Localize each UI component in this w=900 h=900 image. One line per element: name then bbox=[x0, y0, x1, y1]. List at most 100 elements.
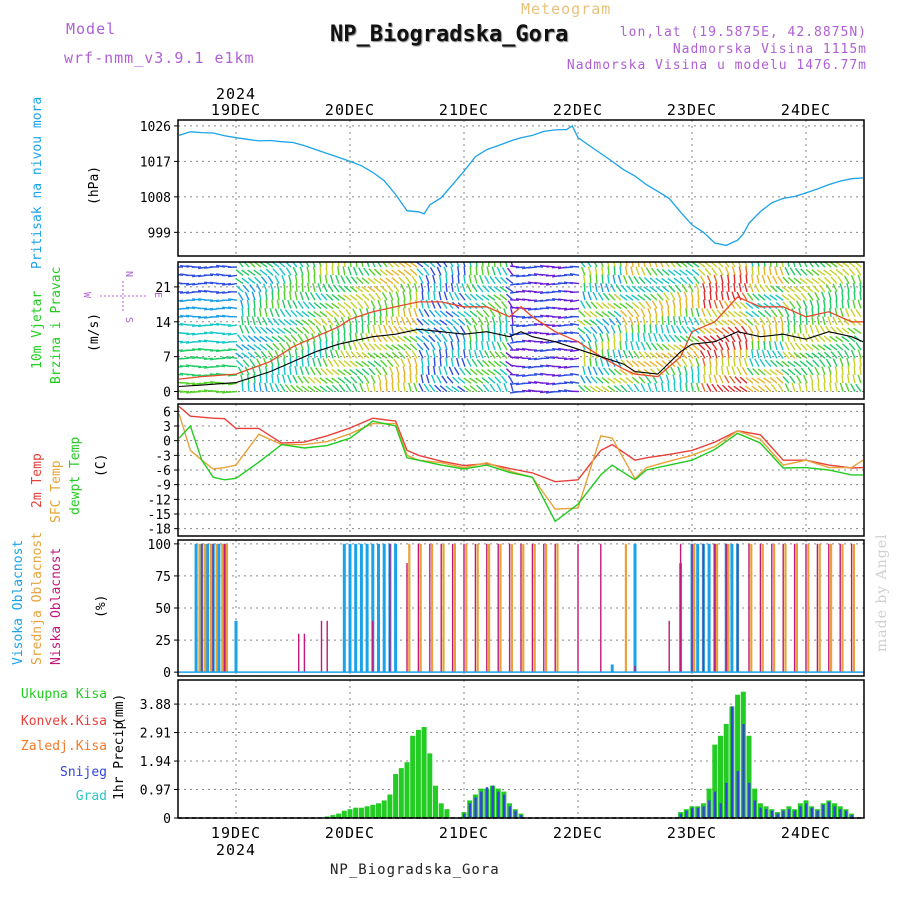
wind-barb bbox=[302, 375, 310, 384]
wind-barb bbox=[333, 316, 340, 326]
wind-barb bbox=[580, 266, 586, 276]
wind-barb bbox=[290, 309, 298, 318]
wind-barb bbox=[276, 282, 280, 293]
wind-barb bbox=[800, 268, 808, 276]
precip-snow-bar bbox=[713, 791, 717, 818]
bottom-year-label: 2024 bbox=[216, 841, 256, 859]
wind-barb bbox=[597, 366, 604, 376]
wind-barb bbox=[191, 374, 202, 377]
wind-barb bbox=[720, 365, 724, 376]
wind-barb bbox=[757, 368, 766, 376]
wind-barb bbox=[277, 318, 286, 326]
wind-barb bbox=[197, 382, 208, 385]
wind-barb bbox=[416, 342, 424, 351]
wind-barb bbox=[812, 359, 820, 368]
wind-barb bbox=[667, 352, 676, 359]
wind-barb bbox=[582, 365, 586, 376]
wind-barb bbox=[570, 373, 580, 376]
wind-barb bbox=[727, 357, 730, 367]
wind-barb bbox=[473, 324, 478, 334]
wind-barb bbox=[643, 293, 652, 301]
wind-barb bbox=[441, 375, 448, 384]
wind-barb bbox=[509, 274, 520, 277]
wind-barb bbox=[265, 374, 268, 384]
wind-barb bbox=[271, 327, 280, 334]
wind-barb bbox=[367, 286, 376, 293]
wind-barb bbox=[579, 262, 586, 268]
wind-barb bbox=[451, 274, 454, 284]
cloud-bar bbox=[342, 543, 346, 673]
cloud-bar bbox=[633, 543, 637, 673]
wind-barb bbox=[577, 327, 586, 334]
wind-barb bbox=[582, 274, 586, 284]
wind-barb bbox=[302, 326, 310, 334]
wind-barb bbox=[235, 277, 244, 285]
wind-barb bbox=[595, 301, 604, 310]
wind-barb bbox=[844, 382, 850, 392]
wind-barb bbox=[301, 310, 310, 318]
wind-barb bbox=[691, 374, 694, 384]
wind-barb bbox=[834, 382, 838, 392]
wind-barb bbox=[203, 281, 214, 285]
wind-barb bbox=[800, 343, 808, 351]
wind-barb bbox=[343, 369, 352, 376]
wind-barb bbox=[391, 351, 400, 359]
wind-barb bbox=[179, 357, 190, 360]
wind-barb bbox=[585, 300, 592, 309]
wind-barb bbox=[265, 299, 268, 309]
wind-barb bbox=[343, 332, 346, 342]
wind-barb bbox=[466, 358, 472, 367]
wind-barb bbox=[332, 284, 340, 293]
wind-barb bbox=[448, 366, 454, 376]
wind-barb bbox=[627, 275, 634, 284]
wind-barb bbox=[741, 366, 748, 376]
wind-barb bbox=[655, 285, 664, 293]
precip-snow-bar bbox=[691, 807, 694, 818]
wind-barb bbox=[475, 266, 478, 276]
wind-barb bbox=[643, 324, 646, 334]
wind-barb bbox=[469, 377, 478, 384]
wind-barb bbox=[607, 274, 610, 284]
wind-barb bbox=[197, 365, 208, 369]
wind-barb bbox=[809, 374, 814, 384]
wind-barb bbox=[407, 283, 412, 293]
cloud-bar bbox=[209, 543, 212, 673]
wind-barb bbox=[654, 262, 658, 268]
wind-barb bbox=[715, 282, 718, 292]
wind-barb bbox=[438, 365, 442, 376]
temp-line-1 bbox=[178, 413, 864, 510]
wind-barb bbox=[320, 318, 328, 326]
cloud-bar bbox=[839, 543, 841, 673]
cloud-tick-label: 50 bbox=[155, 602, 171, 617]
cloud-bar bbox=[206, 543, 209, 673]
wind-barb bbox=[494, 376, 502, 384]
wind-barb bbox=[247, 351, 256, 359]
wind-barb bbox=[198, 316, 208, 319]
precip-tick-label: 3.88 bbox=[140, 698, 171, 713]
wind-barb bbox=[413, 382, 418, 392]
wind-barb bbox=[491, 341, 496, 351]
precip-snow-bar bbox=[463, 813, 466, 818]
precip-legend-2: Zaledj.Kisa bbox=[21, 739, 107, 754]
wind-barb bbox=[713, 274, 718, 284]
wind-barb bbox=[445, 274, 448, 284]
bottom-day-label: 22DEC bbox=[553, 824, 603, 842]
wind-barb bbox=[352, 383, 358, 392]
wind-barb bbox=[563, 273, 574, 276]
wind-barb bbox=[402, 365, 406, 376]
wind-barb bbox=[734, 376, 742, 384]
wind-barb bbox=[355, 294, 364, 301]
wind-barb bbox=[506, 342, 514, 351]
wind-barb bbox=[380, 285, 388, 293]
wind-barb bbox=[379, 307, 382, 317]
wind-barb bbox=[299, 366, 304, 376]
wind-barb bbox=[241, 352, 250, 359]
wind-barb bbox=[235, 343, 244, 351]
wind-barb bbox=[637, 332, 640, 342]
wind-barb bbox=[613, 368, 622, 376]
wind-barb bbox=[388, 291, 394, 301]
wind-barb bbox=[356, 375, 364, 384]
wind-barb bbox=[592, 366, 598, 376]
cloud-bar bbox=[198, 543, 201, 673]
wind-barb bbox=[478, 349, 484, 359]
